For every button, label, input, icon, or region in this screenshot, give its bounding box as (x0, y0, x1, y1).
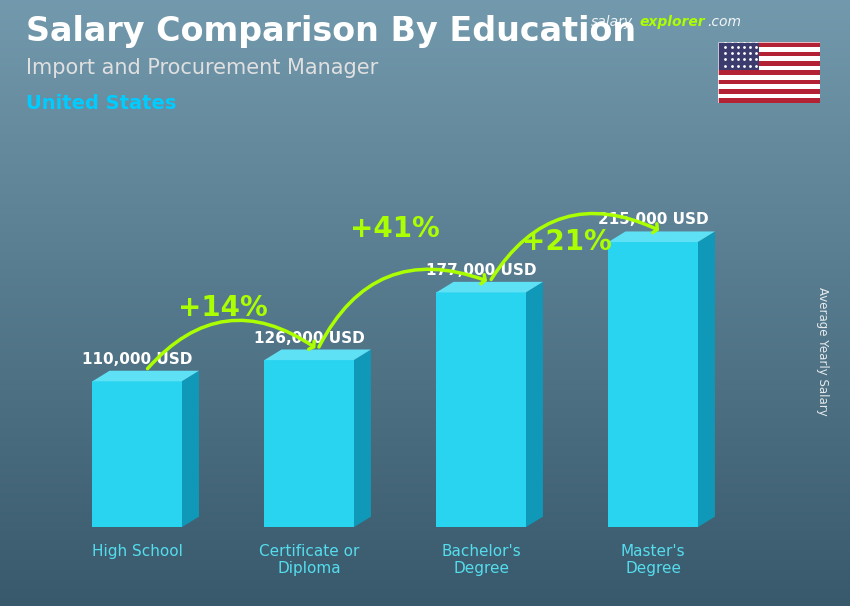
Bar (718, 94, 820, 98)
Text: Salary Comparison By Education: Salary Comparison By Education (26, 15, 636, 48)
Polygon shape (182, 371, 199, 527)
Polygon shape (436, 282, 543, 293)
Bar (93, 381, 182, 527)
Text: +21%: +21% (522, 228, 612, 256)
Text: Average Yearly Salary: Average Yearly Salary (816, 287, 829, 416)
Text: salary: salary (591, 15, 633, 29)
Text: +41%: +41% (350, 215, 440, 243)
Polygon shape (93, 371, 199, 381)
Bar (718, 47, 820, 52)
Bar (718, 89, 820, 94)
Bar (718, 98, 820, 103)
Text: explorer: explorer (639, 15, 705, 29)
Polygon shape (354, 350, 371, 527)
Bar (436, 293, 526, 527)
Text: Import and Procurement Manager: Import and Procurement Manager (26, 58, 377, 78)
Text: 110,000 USD: 110,000 USD (82, 351, 192, 367)
Polygon shape (526, 282, 543, 527)
Bar (718, 61, 820, 65)
Bar (718, 70, 820, 75)
Polygon shape (609, 231, 715, 242)
Text: 215,000 USD: 215,000 USD (598, 213, 708, 227)
Bar (718, 80, 820, 84)
Polygon shape (264, 350, 371, 360)
Bar (718, 42, 820, 47)
Bar (264, 360, 354, 527)
Text: 177,000 USD: 177,000 USD (426, 263, 536, 278)
Bar (609, 242, 698, 527)
Bar (718, 65, 820, 70)
Bar (718, 52, 820, 56)
Polygon shape (698, 231, 715, 527)
Text: +14%: +14% (178, 295, 268, 322)
Bar (718, 75, 820, 80)
Text: United States: United States (26, 94, 176, 113)
Text: .com: .com (707, 15, 741, 29)
Text: 126,000 USD: 126,000 USD (253, 330, 365, 345)
Bar (718, 42, 759, 70)
Bar (718, 56, 820, 61)
Bar (718, 84, 820, 89)
